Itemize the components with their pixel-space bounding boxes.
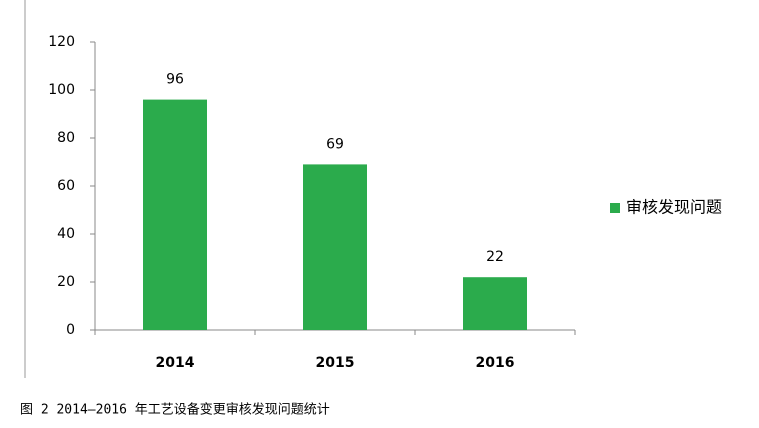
bar [143, 99, 207, 330]
y-tick-label: 40 [57, 226, 75, 242]
data-label: 69 [326, 136, 344, 152]
x-tick-label: 2016 [476, 355, 515, 371]
x-tick-label: 2014 [156, 355, 195, 371]
y-tick-label: 20 [57, 274, 75, 290]
bar [303, 164, 367, 330]
y-tick-label: 120 [48, 34, 75, 50]
x-tick-label: 2015 [316, 355, 355, 371]
caption: 图 2 2014—2016 年工艺设备变更审核发现问题统计 [20, 402, 330, 418]
y-tick-label: 0 [66, 322, 75, 338]
y-tick-label: 60 [57, 178, 75, 194]
y-tick-label: 80 [57, 130, 75, 146]
bar [463, 277, 527, 330]
y-tick-label: 100 [48, 82, 75, 98]
legend-label: 审核发现问题 [626, 198, 722, 217]
data-label: 22 [486, 249, 504, 265]
legend-swatch [610, 203, 620, 213]
data-label: 96 [166, 72, 184, 88]
